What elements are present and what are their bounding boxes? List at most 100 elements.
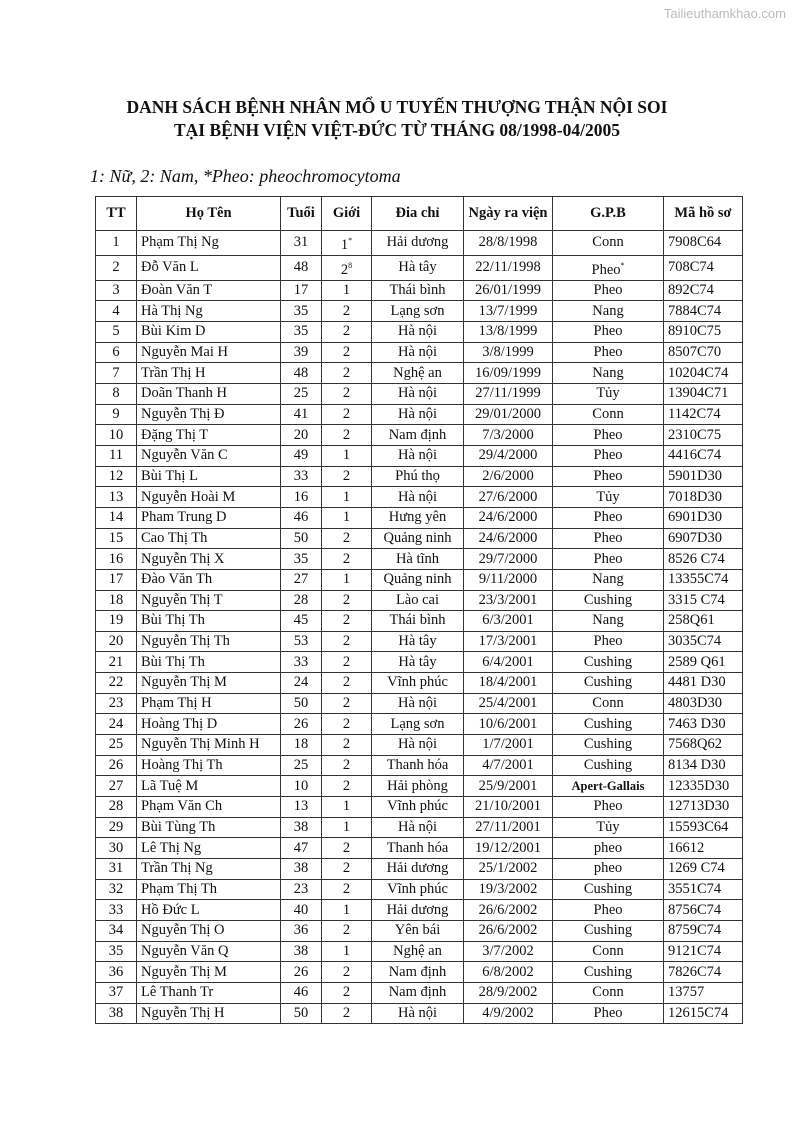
cell-name: Nguyễn Hoài M — [136, 486, 281, 508]
cell-pathology: Cushing — [552, 920, 664, 942]
cell-name: Trần Thị Ng — [136, 858, 281, 880]
cell-text: 46 — [293, 509, 309, 526]
cell-gender: 2 — [321, 424, 372, 446]
cell-discharge-date: 16/09/1999 — [463, 362, 553, 384]
cell-address: Hưng yên — [371, 506, 464, 529]
cell-text: 15 — [108, 529, 124, 546]
cell-text: 2 — [342, 426, 351, 443]
cell-gender: 1 — [321, 279, 372, 302]
cell-text: 16/09/1999 — [474, 364, 542, 381]
cell-text: 30 — [108, 839, 124, 856]
cell-text: 12335D30 — [668, 777, 730, 794]
cell-text: Hà tây — [398, 653, 437, 670]
cell-gender: 2 — [321, 1002, 372, 1025]
cell-text: 2/6/2000 — [482, 467, 534, 484]
cell-text: Yên bái — [394, 922, 441, 939]
cell-text: 27 — [293, 571, 309, 588]
cell-text: 17 — [108, 571, 124, 588]
cell-record-id: 12615C74 — [663, 1002, 743, 1025]
cell-name: Hà Thị Ng — [136, 300, 281, 322]
cell-age: 48 — [280, 362, 322, 384]
cell-tt: 14 — [95, 506, 137, 529]
cell-name: Đào Văn Th — [136, 568, 281, 591]
cell-text: Bùi Thị L — [141, 467, 198, 484]
cell-text: 3035C74 — [668, 633, 722, 650]
cell-text: 20 — [293, 426, 309, 443]
cell-record-id: 1142C74 — [663, 403, 743, 426]
table-row: 36 Nguyễn Thị M 26 2 Nam định 6/8/2002 Cushing… — [95, 961, 743, 983]
cell-text: Pheo — [593, 509, 623, 526]
cell-text: Vĩnh phúc — [387, 881, 448, 898]
cell-text: Hà tĩnh — [395, 550, 440, 567]
cell-age: 28 — [280, 589, 322, 612]
cell-text: 39 — [293, 343, 309, 360]
cell-address: Quảng ninh — [371, 568, 464, 591]
cell-discharge-date: 25/9/2001 — [463, 775, 553, 798]
cell-text: Đỗ Văn L — [141, 259, 199, 276]
cell-text: 8526 C74 — [668, 550, 725, 567]
table-row: 21 Bùi Thị Th 33 2 Hà tây 6/4/2001 Cushing 2589… — [95, 651, 743, 674]
cell-text: 6 — [112, 343, 120, 360]
superscript: * — [348, 236, 353, 245]
cell-tt: 29 — [95, 816, 137, 839]
cell-text: Nguyễn Mai H — [141, 343, 228, 360]
cell-address: Hà nội — [371, 382, 464, 405]
cell-text: 27/11/1999 — [475, 385, 541, 402]
cell-name: Nguyễn Thị M — [136, 672, 281, 694]
cell-address: Hà nội — [371, 1002, 464, 1025]
cell-text: 27/11/2001 — [475, 819, 541, 836]
cell-text: Hà nội — [397, 323, 438, 340]
cell-pathology: pheo — [552, 837, 664, 860]
cell-text: 12713D30 — [668, 798, 730, 815]
cell-gender: 2 — [321, 465, 372, 488]
cell-text: 2 — [342, 777, 351, 794]
cell-address: Hải phòng — [371, 775, 464, 798]
cell-text: 3315 C74 — [668, 591, 725, 608]
cell-text: 28 — [108, 798, 124, 815]
cell-pathology: Cushing — [552, 878, 664, 901]
cell-gender: 2 — [321, 775, 372, 798]
cell-text: 4 — [112, 302, 120, 319]
cell-pathology: Nang — [552, 568, 664, 591]
table-row: 15 Cao Thị Th 50 2 Quảng ninh 24/6/2000 Pheo 69… — [95, 527, 743, 550]
cell-address: Hà nội — [371, 341, 464, 364]
cell-text: Vĩnh phúc — [387, 798, 448, 815]
cell-record-id: 4803D30 — [663, 692, 743, 715]
cell-tt: 6 — [95, 341, 137, 364]
cell-pathology: Pheo — [552, 527, 664, 550]
cell-pathology: Pheo — [552, 548, 664, 570]
cell-address: Nghệ an — [371, 940, 464, 963]
cell-age: 50 — [280, 527, 322, 550]
cell-text: 21/10/2001 — [474, 798, 542, 815]
cell-text: Conn — [592, 234, 624, 251]
cell-discharge-date: 4/9/2002 — [463, 1002, 553, 1025]
cell-address: Thái bình — [371, 610, 464, 632]
cell-age: 36 — [280, 920, 322, 942]
cell-text: Hà nội — [397, 1004, 438, 1021]
cell-text: 38 — [293, 942, 309, 959]
cell-age: 31 — [280, 230, 322, 256]
cell-tt: 38 — [95, 1002, 137, 1025]
cell-text: 25 — [293, 385, 309, 402]
cell-tt: 19 — [95, 610, 137, 632]
cell-text: Conn — [592, 942, 624, 959]
cell-text: 17 — [293, 281, 309, 298]
table-row: 38 Nguyễn Thị H 50 2 Hà nội 4/9/2002 Pheo 12615… — [95, 1002, 743, 1025]
cell-text: Nghệ an — [393, 364, 442, 381]
cell-discharge-date: 29/4/2000 — [463, 444, 553, 467]
cell-address: Nam định — [371, 981, 464, 1004]
cell-text: 2310C75 — [668, 426, 722, 443]
cell-text: 19 — [108, 612, 124, 629]
cell-age: 40 — [280, 899, 322, 921]
cell-text: 8134 D30 — [668, 757, 726, 774]
cell-record-id: 7908C64 — [663, 230, 743, 256]
cell-tt: 27 — [95, 775, 137, 798]
table-row: 7 Trần Thị H 48 2 Nghệ an 16/09/1999 Nang 10204… — [95, 362, 743, 384]
cell-text: 13355C74 — [668, 571, 729, 588]
cell-age: 35 — [280, 320, 322, 343]
cell-gender: 2 — [321, 320, 372, 343]
cell-pathology: Cushing — [552, 961, 664, 983]
cell-text: 13/7/1999 — [478, 302, 538, 319]
cell-address: Vĩnh phúc — [371, 672, 464, 694]
cell-gender: 2 — [321, 858, 372, 880]
